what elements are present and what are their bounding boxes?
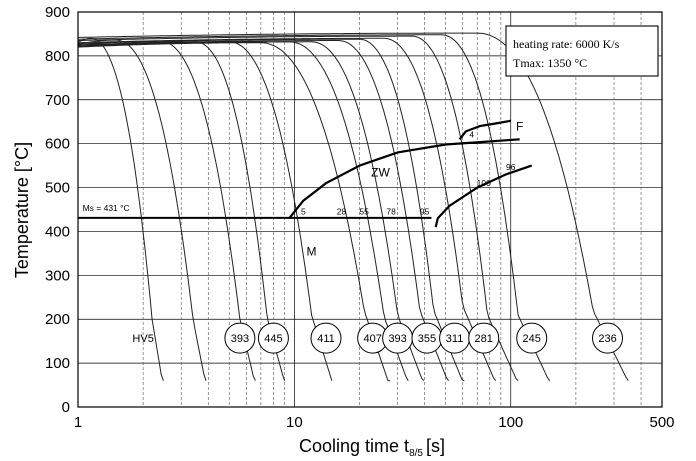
hardness-circle-9 xyxy=(516,322,548,354)
y-tick-label-100: 100 xyxy=(45,355,70,372)
x-axis-title: Cooling time t8/5 [s] xyxy=(299,436,445,459)
x-tick-label-100: 100 xyxy=(498,414,523,431)
info-heating-rate: heating rate: 6000 K/s xyxy=(513,37,620,51)
tick-labels: 0 100 200 300 400 500 600 700 800 900 1 10 100 500 xyxy=(45,4,675,431)
x-axis-title-unit: [s] xyxy=(426,436,445,456)
phase-label-f: F xyxy=(516,120,523,134)
hardness-circle-3 xyxy=(310,322,342,354)
percent-label-6: 4 xyxy=(469,130,474,140)
y-tick-label-200: 200 xyxy=(45,311,70,328)
y-tick-label-400: 400 xyxy=(45,223,70,240)
percent-label-8: 96 xyxy=(506,162,516,172)
hardness-label: HV5 xyxy=(132,333,153,345)
cooling-curve-2 xyxy=(77,39,207,381)
y-tick-label-600: 600 xyxy=(45,136,70,153)
percent-label-3: 55 xyxy=(359,206,369,216)
hardness-value-2: 445 xyxy=(264,333,282,345)
cooling-curves xyxy=(77,32,629,382)
x-axis-title-sub: 8/5 xyxy=(409,448,423,459)
cooling-curve-14 xyxy=(77,32,629,381)
cooling-curve-13 xyxy=(78,34,551,381)
hardness-value-3: 411 xyxy=(317,333,335,345)
percent-label-7: 100 xyxy=(477,178,491,188)
hardness-value-7: 311 xyxy=(446,333,464,345)
percent-label-2: 28 xyxy=(337,206,347,216)
hardness-value-9: 245 xyxy=(523,333,541,345)
cooling-curve-11 xyxy=(78,37,497,382)
phase-label-zw: ZW xyxy=(371,166,390,180)
x-axis-title-main: Cooling time t xyxy=(299,436,409,456)
cooling-curve-12 xyxy=(78,35,519,382)
hardness-value-8: 281 xyxy=(475,333,493,345)
boundary-ferrite-start xyxy=(458,119,511,140)
y-axis-title: Temperature [°C] xyxy=(12,142,32,278)
hardness-value-5: 393 xyxy=(388,333,406,345)
info-box: heating rate: 6000 K/s Tmax: 1350 °C xyxy=(505,25,659,77)
y-tick-label-900: 900 xyxy=(45,4,70,21)
y-tick-label-300: 300 xyxy=(45,267,70,284)
hardness-value-1: 393 xyxy=(231,333,249,345)
y-tick-label-700: 700 xyxy=(45,92,70,109)
cooling-curve-10 xyxy=(77,38,465,382)
annotations: Ms = 431 °C F ZW M 5 28 55 78 95 4 100 96 xyxy=(83,120,524,259)
x-tick-label-10: 10 xyxy=(286,414,303,431)
x-tick-label-1: 1 xyxy=(74,414,82,431)
hardness-value-6: 355 xyxy=(418,333,436,345)
phase-label-m: M xyxy=(307,245,317,259)
hardness-value-4: 407 xyxy=(363,333,381,345)
info-tmax: Tmax: 1350 °C xyxy=(513,56,587,70)
percent-label-5: 95 xyxy=(420,206,430,216)
ms-label: Ms = 431 °C xyxy=(83,203,130,213)
y-tick-label-500: 500 xyxy=(45,180,70,197)
cooling-curve-8 xyxy=(77,41,425,382)
plot-frame xyxy=(77,11,663,408)
boundary-bainite-finish xyxy=(434,164,533,228)
hardness-row: HV5 393 445 411 407 393 355 311 281 245 236 xyxy=(132,322,624,354)
hardness-value-10: 236 xyxy=(598,333,616,345)
phase-boundaries xyxy=(78,119,533,228)
y-tick-label-800: 800 xyxy=(45,48,70,65)
x-tick-label-500: 500 xyxy=(649,414,674,431)
hardness-circle-1 xyxy=(224,322,256,354)
grid xyxy=(78,12,662,407)
cooling-curve-9 xyxy=(77,40,450,381)
hardness-circle-10 xyxy=(592,322,624,354)
hardness-circle-2 xyxy=(257,322,289,354)
hardness-circle-8 xyxy=(468,322,500,354)
y-tick-label-0: 0 xyxy=(62,399,70,416)
percent-label-4: 78 xyxy=(386,206,396,216)
boundary-zw-start xyxy=(288,138,520,219)
percent-label-1: 5 xyxy=(301,206,306,216)
